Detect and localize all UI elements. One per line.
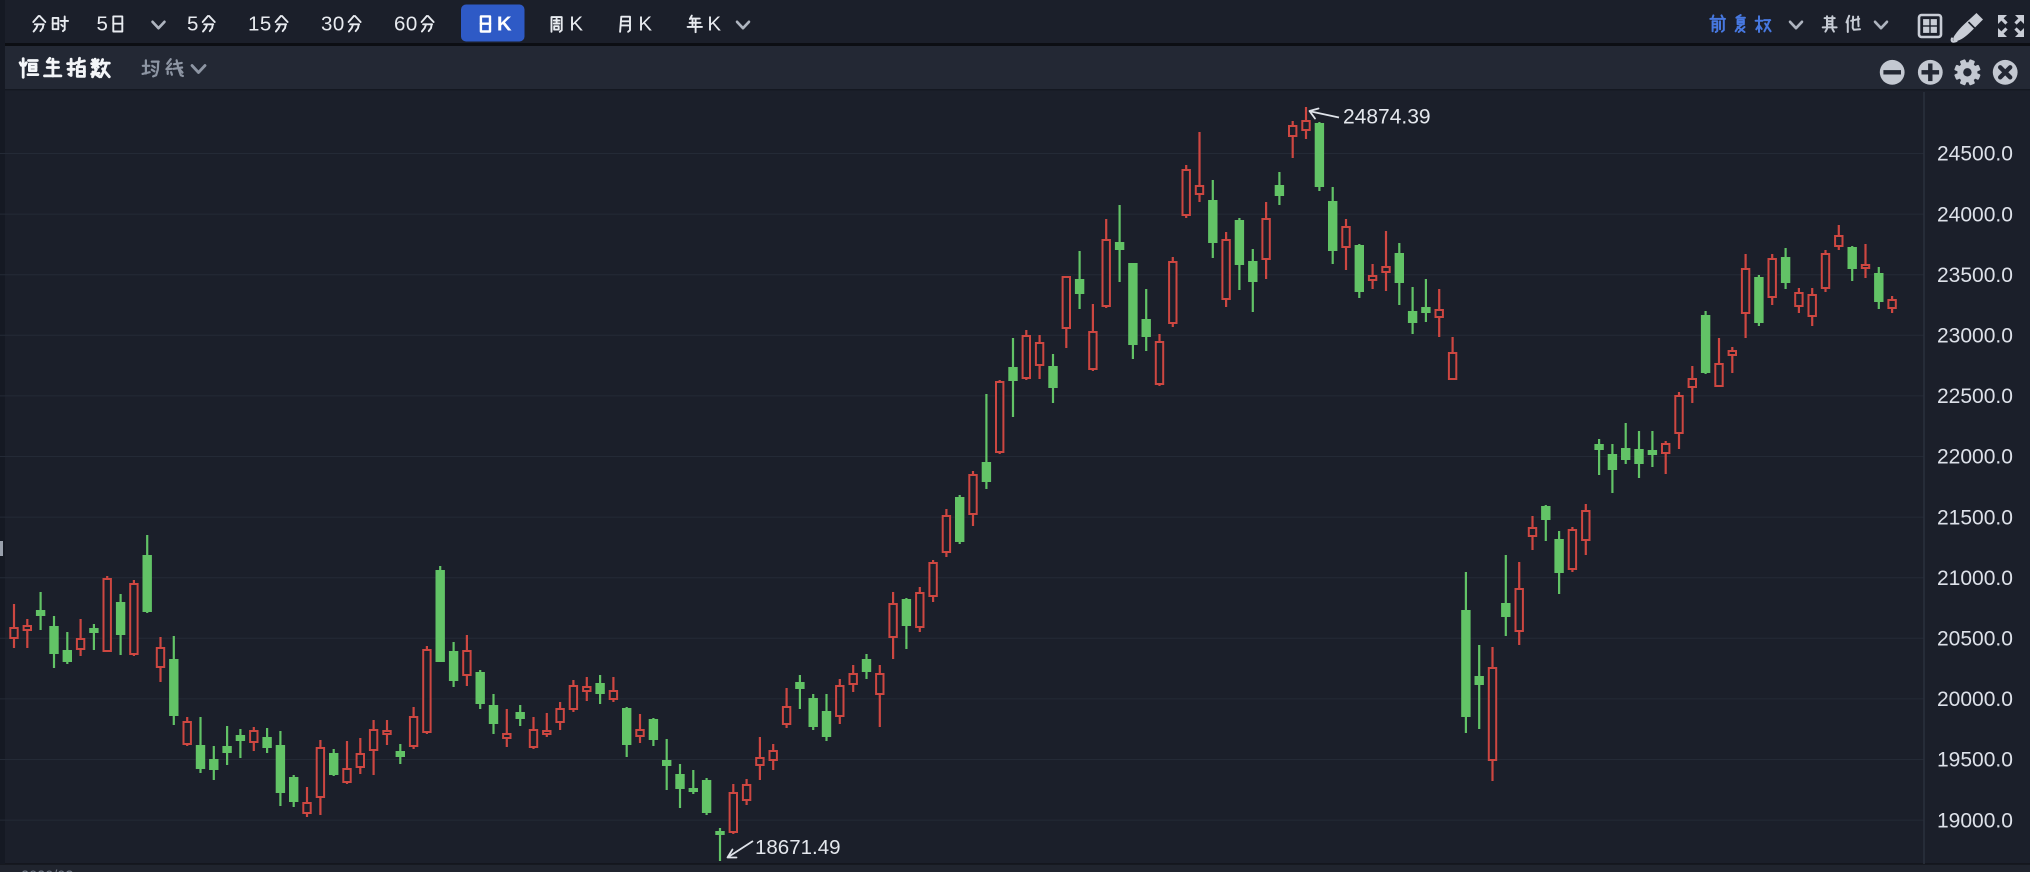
svg-text:5: 5 [260,13,271,36]
svg-text:23500.0: 23500.0 [1937,264,2013,287]
svg-text:21000.0: 21000.0 [1937,567,2013,590]
svg-text:19000.0: 19000.0 [1937,809,2013,832]
svg-text:19500.0: 19500.0 [1937,749,2013,772]
svg-text:22000.0: 22000.0 [1937,446,2013,469]
svg-text:6: 6 [394,13,405,36]
svg-text:K: K [707,13,721,36]
svg-text:3: 3 [321,13,332,36]
svg-text:1: 1 [248,13,259,36]
svg-text:K: K [569,13,583,36]
svg-text:2020/03: 2020/03 [21,869,73,872]
svg-text:23000.0: 23000.0 [1937,325,2013,348]
svg-text:24000.0: 24000.0 [1937,203,2013,226]
svg-text:0: 0 [333,13,344,36]
svg-text:24500.0: 24500.0 [1937,143,2013,166]
svg-text:5: 5 [187,13,198,36]
svg-text:24874.39: 24874.39 [1343,106,1431,129]
svg-text:18671.49: 18671.49 [755,836,841,859]
svg-text:0: 0 [406,13,417,36]
svg-text:K: K [497,13,512,36]
svg-text:20500.0: 20500.0 [1937,628,2013,651]
svg-text:22500.0: 22500.0 [1937,385,2013,408]
svg-text:5: 5 [97,13,108,36]
svg-text:20000.0: 20000.0 [1937,688,2013,711]
svg-text:K: K [638,13,652,36]
svg-text:21500.0: 21500.0 [1937,506,2013,529]
